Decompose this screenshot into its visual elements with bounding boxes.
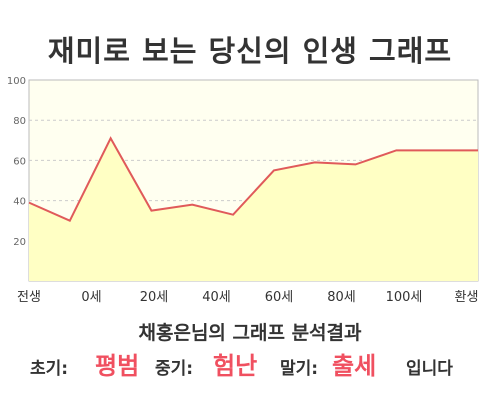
early-value: 평범	[95, 352, 140, 380]
y-tick-40: 40	[13, 197, 26, 208]
x-tick-5: 80세	[327, 290, 356, 305]
y-axis-ticks: 20 40 60 80 100	[7, 76, 26, 248]
x-tick-0: 전생	[17, 290, 41, 305]
late-value: 출세	[332, 352, 377, 380]
x-tick-4: 60세	[265, 290, 294, 305]
chart-title: 재미로 보는 당신의 인생 그래프	[47, 34, 453, 68]
result-suffix: 입니다	[406, 359, 453, 379]
result-summary: 초기: 평범 중기: 험난 말기: 출세 입니다	[0, 344, 500, 384]
y-tick-20: 20	[13, 237, 26, 248]
x-axis-ticks: 전생 0세 20세 40세 60세 80세 100세 환생	[17, 290, 478, 305]
early-label: 초기:	[30, 359, 69, 379]
mid-value: 험난	[213, 352, 258, 380]
y-tick-100: 100	[7, 76, 26, 87]
area-fill	[29, 138, 478, 281]
x-tick-2: 20세	[140, 290, 169, 305]
y-tick-80: 80	[13, 116, 26, 127]
x-tick-1: 0세	[81, 290, 101, 305]
late-label: 말기:	[280, 359, 319, 379]
life-line	[28, 136, 478, 223]
result-subtitle: 채홍은님의 그래프 분석결과	[138, 322, 362, 344]
x-tick-6: 100세	[386, 290, 423, 305]
area-shape	[29, 138, 478, 281]
mid-label: 중기:	[155, 359, 194, 379]
x-tick-7: 환생	[455, 290, 479, 305]
x-tick-3: 40세	[202, 290, 231, 305]
series-line	[28, 136, 478, 223]
y-tick-60: 60	[13, 156, 26, 167]
